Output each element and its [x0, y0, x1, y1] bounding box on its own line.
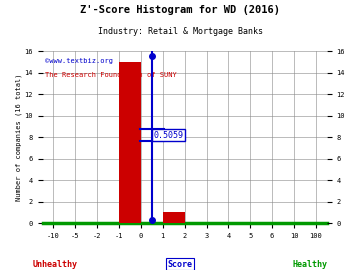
Text: ©www.textbiz.org: ©www.textbiz.org — [45, 58, 113, 64]
Text: Score: Score — [167, 260, 193, 269]
Bar — [119, 62, 141, 223]
Bar — [163, 212, 185, 223]
Text: Industry: Retail & Mortgage Banks: Industry: Retail & Mortgage Banks — [98, 27, 262, 36]
Text: The Research Foundation of SUNY: The Research Foundation of SUNY — [45, 72, 177, 78]
Text: Z'-Score Histogram for WD (2016): Z'-Score Histogram for WD (2016) — [80, 5, 280, 15]
Y-axis label: Number of companies (16 total): Number of companies (16 total) — [15, 73, 22, 201]
Text: Healthy: Healthy — [293, 260, 328, 269]
Text: Unhealthy: Unhealthy — [32, 260, 77, 269]
Text: 0.5059: 0.5059 — [153, 130, 184, 140]
